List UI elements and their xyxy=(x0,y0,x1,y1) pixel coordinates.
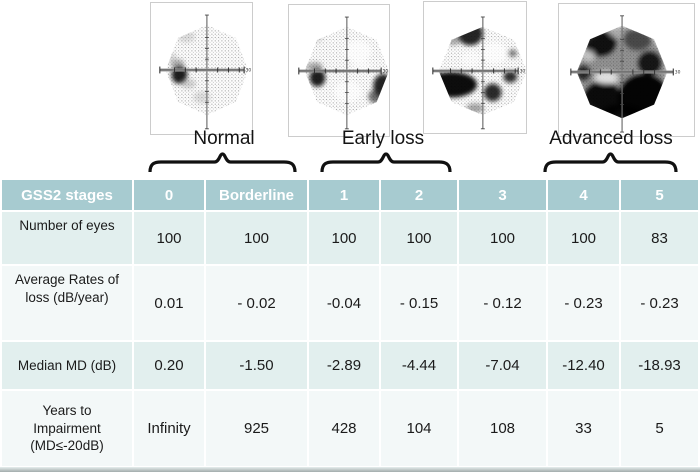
visual-field-advanced-loss: 30 xyxy=(558,3,695,137)
table-row-median-md-db: Median MD (dB) 0.20 -1.50 -2.89 -4.44 -7.04 -1… xyxy=(2,342,698,389)
cell-average-rates-of-stage-3: - 0.12 xyxy=(459,266,546,340)
visual-field-moderate-loss: 30 xyxy=(423,1,527,134)
gss2-stages-table-wrap: GSS2 stages 0 Borderline 1 2 3 4 5 Number of ey… xyxy=(0,178,700,468)
table-row-number-of-eyes: Number of eyes 100 100 100 100 100 100 83 xyxy=(2,212,698,264)
cell-average-rates-of-stage-5: - 0.23 xyxy=(621,266,698,340)
cell-median-md-db-stage-borderline: -1.50 xyxy=(206,342,307,389)
cell-number-of-eyes-stage-1: 100 xyxy=(309,212,379,264)
col-header-stage-0: 0 xyxy=(134,180,204,210)
cell-years-to-stage-5: 5 xyxy=(621,391,698,466)
cell-median-md-db-stage-1: -2.89 xyxy=(309,342,379,389)
cell-number-of-eyes-stage-5: 83 xyxy=(621,212,698,264)
col-header-stage-1: 1 xyxy=(309,180,379,210)
normal-brace-icon xyxy=(148,152,297,173)
cell-average-rates-of-stage-0: 0.01 xyxy=(134,266,204,340)
cell-number-of-eyes-stage-4: 100 xyxy=(548,212,619,264)
cell-years-to-stage-borderline: 925 xyxy=(206,391,307,466)
cell-average-rates-of-stage-2: - 0.15 xyxy=(381,266,457,340)
cell-years-to-stage-1: 428 xyxy=(309,391,379,466)
cell-number-of-eyes-stage-2: 100 xyxy=(381,212,457,264)
group-label-early-loss: Early loss xyxy=(341,128,425,149)
col-header-stage-2: 2 xyxy=(381,180,457,210)
bottom-edge-shadow xyxy=(0,467,700,472)
cell-years-to-stage-3: 108 xyxy=(459,391,546,466)
col-header-gss2-stages: GSS2 stages xyxy=(2,180,132,210)
cell-median-md-db-stage-3: -7.04 xyxy=(459,342,546,389)
cell-number-of-eyes-stage-borderline: 100 xyxy=(206,212,307,264)
cell-number-of-eyes-stage-0: 100 xyxy=(134,212,204,264)
visual-field-stage-0: 30 xyxy=(150,2,253,135)
group-label-normal: Normal xyxy=(193,128,255,149)
cell-median-md-db-stage-4: -12.40 xyxy=(548,342,619,389)
cell-median-md-db-stage-0: 0.20 xyxy=(134,342,204,389)
advanced-loss-brace-icon xyxy=(543,152,678,173)
early-loss-brace-icon xyxy=(320,152,452,173)
col-header-stage-3: 3 xyxy=(459,180,546,210)
axis-30-degree-label: 30 xyxy=(246,68,252,74)
cell-years-to-stage-4: 33 xyxy=(548,391,619,466)
table-header-row: GSS2 stages 0 Borderline 1 2 3 4 5 xyxy=(2,180,698,210)
table-row-average-rates-of: Average Rates of loss (dB/year) 0.01- 0.0… xyxy=(2,266,698,340)
axis-30-degree-label: 30 xyxy=(520,69,526,75)
row-label-number-of-eyes: Number of eyes xyxy=(2,212,132,264)
col-header-stage-borderline: Borderline xyxy=(206,180,307,210)
group-label-advanced-loss: Advanced loss xyxy=(549,128,673,149)
cell-average-rates-of-stage-1: -0.04 xyxy=(309,266,379,340)
row-label-average-rates-of: Average Rates of loss (dB/year) xyxy=(2,266,132,340)
visual-field-early-loss: 30 xyxy=(288,4,390,137)
col-header-stage-4: 4 xyxy=(548,180,619,210)
cell-average-rates-of-stage-borderline: - 0.02 xyxy=(206,266,307,340)
axis-30-degree-label: 30 xyxy=(383,69,389,75)
gss2-stages-table: GSS2 stages 0 Borderline 1 2 3 4 5 Number of ey… xyxy=(0,178,700,468)
cell-average-rates-of-stage-4: - 0.23 xyxy=(548,266,619,340)
row-label-median-md-db: Median MD (dB) xyxy=(2,342,132,389)
cell-years-to-stage-0: Infinity xyxy=(134,391,204,466)
cell-years-to-stage-2: 104 xyxy=(381,391,457,466)
axis-30-degree-label: 30 xyxy=(675,70,681,76)
cell-median-md-db-stage-2: -4.44 xyxy=(381,342,457,389)
col-header-stage-5: 5 xyxy=(621,180,698,210)
cell-median-md-db-stage-5: -18.93 xyxy=(621,342,698,389)
row-label-years-to: Years to Impairment (MD≤-20dB) xyxy=(2,391,132,466)
cell-number-of-eyes-stage-3: 100 xyxy=(459,212,546,264)
table-row-years-to: Years to Impairment (MD≤-20dB) Infinity 92… xyxy=(2,391,698,466)
